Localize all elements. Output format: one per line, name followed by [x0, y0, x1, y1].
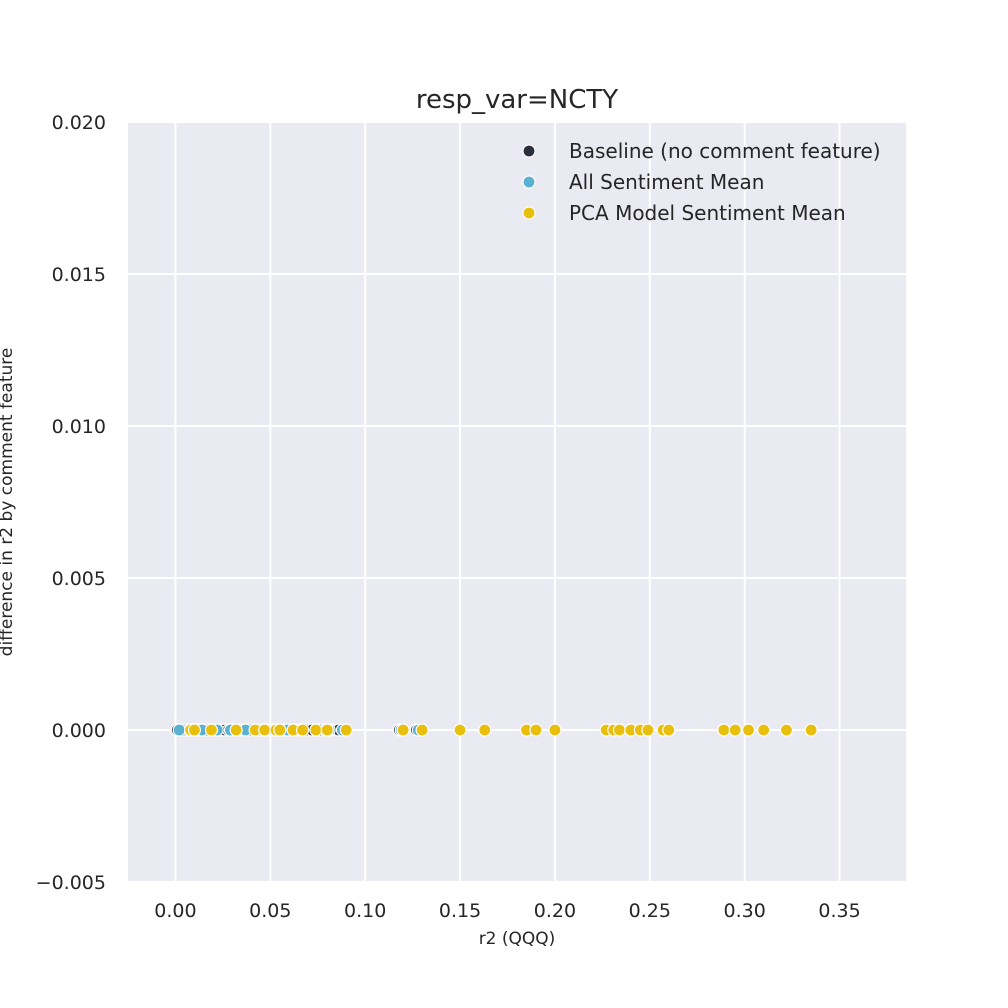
data-point	[612, 723, 627, 737]
data-point	[172, 723, 186, 737]
data-point	[415, 723, 429, 737]
data-point	[779, 723, 794, 737]
data-point	[339, 723, 353, 737]
x-tick-label: 0.15	[439, 900, 481, 922]
data-point	[258, 723, 272, 737]
x-tick-label: 0.30	[724, 900, 766, 922]
data-point	[396, 723, 410, 737]
data-point	[728, 723, 742, 737]
x-tick-label: 0.05	[249, 900, 291, 922]
legend-label: Baseline (no comment feature)	[569, 139, 881, 163]
plot-area	[128, 122, 906, 882]
data-point	[295, 723, 310, 737]
legend-marker	[522, 144, 536, 158]
legend-marker	[522, 175, 536, 189]
data-points	[170, 723, 818, 737]
data-point	[641, 723, 655, 737]
grid-lines	[128, 121, 906, 883]
x-tick-label: 0.20	[534, 900, 576, 922]
data-point	[273, 723, 287, 737]
data-point	[529, 723, 543, 737]
data-point	[662, 723, 676, 737]
data-point	[229, 723, 243, 737]
chart-title: resp_var=NCTY	[416, 85, 618, 115]
x-tick-labels: 0.00 0.05 0.10 0.15 0.20 0.25 0.30 0.35	[154, 900, 860, 922]
data-point	[204, 723, 219, 737]
data-point	[548, 723, 562, 737]
legend: Baseline (no comment feature) All Sentime…	[522, 139, 881, 225]
data-point	[717, 723, 731, 737]
data-point	[453, 723, 467, 737]
legend-label: PCA Model Sentiment Mean	[569, 201, 846, 225]
y-tick-label: 0.000	[52, 720, 106, 742]
y-tick-label: 0.015	[52, 264, 106, 286]
y-tick-labels: −0.005 0.000 0.005 0.010 0.015 0.020	[36, 112, 106, 894]
data-point	[320, 723, 334, 737]
data-point	[741, 723, 756, 737]
data-point	[187, 723, 202, 737]
data-point	[478, 723, 492, 737]
legend-label: All Sentiment Mean	[569, 170, 764, 194]
x-tick-label: 0.35	[818, 900, 860, 922]
y-axis-label: difference in r2 by comment feature	[0, 348, 17, 657]
x-axis-label: r2 (QQQ)	[479, 929, 556, 949]
legend-marker	[522, 206, 536, 220]
y-tick-label: −0.005	[36, 872, 106, 894]
data-point	[757, 723, 771, 737]
x-tick-label: 0.10	[344, 900, 386, 922]
data-point	[804, 723, 818, 737]
y-tick-label: 0.020	[52, 112, 106, 134]
x-tick-label: 0.00	[154, 900, 196, 922]
y-tick-label: 0.010	[52, 416, 106, 438]
data-point	[309, 723, 323, 737]
y-tick-label: 0.005	[52, 568, 106, 590]
x-tick-label: 0.25	[629, 900, 671, 922]
